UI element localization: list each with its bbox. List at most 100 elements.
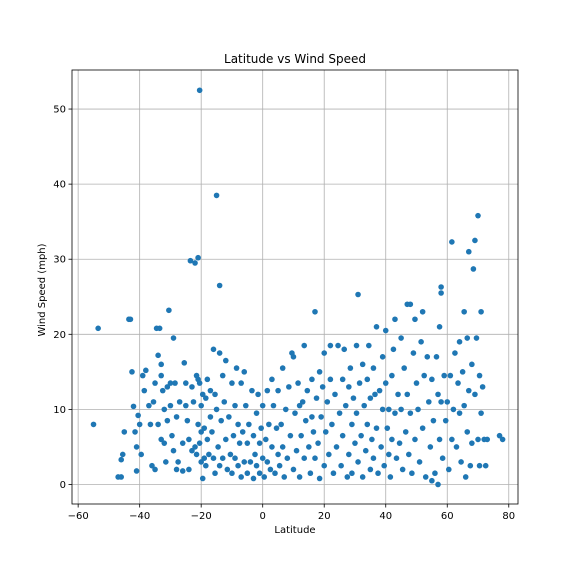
data-point	[216, 462, 223, 469]
data-point	[332, 391, 338, 398]
data-point	[386, 406, 392, 413]
data-point	[465, 387, 472, 394]
data-point	[355, 459, 361, 465]
data-point	[386, 451, 392, 458]
data-point	[441, 372, 447, 379]
data-point	[435, 391, 441, 398]
data-point	[309, 414, 315, 420]
data-point	[469, 440, 475, 446]
data-point	[130, 403, 137, 410]
data-point	[132, 429, 138, 435]
data-point	[373, 425, 380, 431]
data-point	[195, 254, 201, 261]
data-point	[215, 444, 221, 450]
data-point	[310, 429, 317, 435]
data-point	[196, 440, 203, 446]
data-point	[186, 466, 192, 473]
data-point	[390, 346, 397, 353]
data-point	[382, 380, 389, 386]
data-point	[393, 455, 400, 461]
data-point	[322, 429, 329, 435]
data-point	[276, 462, 283, 469]
data-point	[206, 451, 212, 458]
data-point	[155, 352, 161, 359]
data-point	[467, 462, 474, 469]
data-point	[292, 410, 298, 416]
data-point	[161, 440, 168, 446]
data-point	[203, 395, 209, 401]
data-point	[318, 414, 324, 420]
data-point	[361, 402, 368, 409]
data-point	[296, 402, 303, 409]
data-point	[232, 402, 238, 409]
data-point	[362, 447, 369, 454]
data-point	[444, 399, 451, 405]
data-point	[324, 399, 331, 405]
data-point	[163, 459, 169, 465]
data-point	[452, 350, 458, 356]
data-point	[141, 387, 148, 394]
data-point	[370, 455, 377, 461]
data-point	[359, 361, 366, 368]
data-point	[447, 372, 454, 379]
data-point	[159, 387, 166, 394]
data-point	[364, 421, 371, 428]
data-point	[455, 380, 461, 386]
data-point	[321, 350, 328, 356]
data-point	[119, 451, 126, 458]
data-point	[238, 380, 244, 386]
y-tick-label: 20	[53, 330, 66, 341]
data-point	[376, 387, 383, 394]
grid-lines	[72, 70, 518, 504]
data-point	[293, 447, 300, 454]
data-point	[416, 459, 423, 465]
data-point	[198, 402, 204, 409]
data-point	[164, 417, 171, 424]
data-point	[156, 325, 163, 332]
x-tick-label: 60	[441, 511, 454, 522]
data-point	[221, 399, 228, 405]
data-point	[378, 444, 384, 450]
data-point	[189, 384, 195, 390]
data-point	[415, 406, 421, 413]
data-point	[413, 380, 420, 386]
data-point	[407, 301, 414, 308]
data-point	[229, 380, 235, 386]
x-tick-label: 0	[260, 511, 266, 522]
data-point	[353, 410, 360, 416]
data-point	[352, 440, 358, 446]
data-point	[269, 444, 275, 450]
data-point	[309, 376, 315, 383]
data-point	[426, 399, 432, 405]
data-point	[199, 391, 206, 398]
data-point	[298, 432, 304, 439]
data-point	[133, 444, 140, 450]
data-point	[158, 361, 164, 368]
data-point	[347, 365, 354, 371]
x-tick-label: 40	[379, 511, 392, 522]
data-point	[213, 192, 220, 199]
data-point	[169, 432, 175, 439]
data-point	[210, 455, 217, 461]
data-point	[179, 468, 186, 474]
data-point	[330, 470, 337, 477]
data-point	[173, 466, 180, 473]
data-point	[312, 455, 318, 461]
data-point	[499, 436, 506, 443]
data-point	[170, 447, 177, 454]
data-point	[218, 417, 224, 424]
data-point	[235, 462, 241, 469]
data-point	[402, 429, 409, 435]
data-point	[315, 440, 321, 446]
data-point	[95, 325, 101, 332]
data-point	[282, 406, 289, 413]
data-point	[430, 417, 437, 424]
data-point	[342, 402, 349, 409]
data-point	[252, 451, 258, 458]
data-point	[433, 354, 440, 360]
data-point	[432, 470, 438, 477]
data-point	[442, 417, 449, 424]
data-point	[173, 414, 180, 420]
data-point	[204, 376, 211, 383]
data-point	[398, 406, 404, 413]
